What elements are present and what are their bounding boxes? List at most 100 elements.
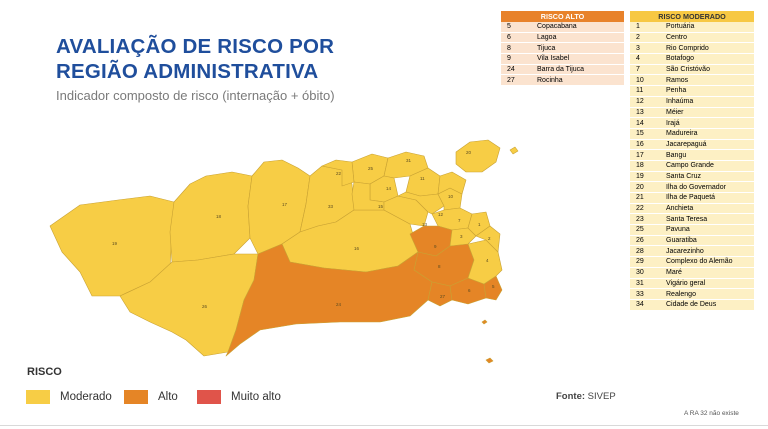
ra-name: Anchieta: [664, 203, 754, 215]
ra-number: 7: [630, 64, 664, 76]
table-row: 7 São Cristóvão: [630, 64, 754, 76]
table-row: 19 Santa Cruz: [630, 171, 754, 183]
ra-name: Rocinha: [535, 74, 624, 87]
ra-name: São Cristóvão: [664, 64, 754, 76]
table-row: 1 Portuária: [630, 22, 754, 33]
region-2-centro[interactable]: [475, 225, 501, 253]
map-label: 2: [488, 236, 491, 241]
legend-item-moderado: Moderado: [26, 390, 112, 404]
ra-number: 30: [630, 267, 664, 279]
map-label: 15: [378, 204, 384, 209]
ra-number: 13: [630, 107, 664, 119]
risco-moderado-table: RISCO MODERADO 1 Portuária 2 Centro 3 Rio C…: [630, 11, 754, 311]
ra-name: Irajá: [664, 117, 754, 129]
table-row: 18 Campo Grande: [630, 160, 754, 172]
ra-number: 14: [630, 117, 664, 129]
region-24-barra-da-tijuca[interactable]: [225, 243, 433, 357]
ra-name: Vila Isabel: [535, 53, 624, 65]
ra-name: Ramos: [664, 74, 754, 87]
ra-number: 12: [630, 96, 664, 108]
ra-number: 34: [630, 299, 664, 311]
table-row: 9 Vila Isabel: [501, 53, 624, 65]
ra-name: Portuária: [664, 22, 754, 33]
region-20-ilha-do-governador[interactable]: [455, 139, 501, 173]
ra-name: Ilha do Governador: [664, 181, 754, 193]
table-row: 23 Santa Teresa: [630, 213, 754, 226]
map-label: 26: [202, 304, 208, 309]
source-credit: Fonte: SIVEP: [556, 391, 616, 402]
ra-name: Jacarepaguá: [664, 139, 754, 151]
table-row: 31 Vigário geral: [630, 278, 754, 290]
legend-item-alto: Alto: [124, 390, 178, 404]
ra-number: 11: [630, 85, 664, 97]
ra-number: 23: [630, 213, 664, 226]
table-row: 26 Guaratiba: [630, 235, 754, 247]
region-maré[interactable]: [437, 171, 467, 195]
map-label: 31: [406, 158, 412, 163]
ra-name: Madureira: [664, 128, 754, 140]
table-row: 16 Jacarepaguá: [630, 139, 754, 151]
map-label: 8: [438, 264, 441, 269]
map-label: 10: [448, 194, 454, 199]
ra-number: 24: [501, 64, 535, 76]
ra-name: Centro: [664, 32, 754, 44]
ra-number: 19: [630, 171, 664, 183]
island: [509, 146, 519, 155]
ra-name: Complexo do Alemão: [664, 256, 754, 268]
map-label: 18: [216, 214, 222, 219]
table-row: 33 Realengo: [630, 288, 754, 300]
region-3-rio-comprido[interactable]: [449, 227, 477, 247]
footnote: A RA 32 não existe: [684, 410, 739, 417]
map-label: 24: [336, 302, 342, 307]
table-row: 29 Complexo do Alemão: [630, 256, 754, 268]
map-label: 14: [386, 186, 392, 191]
ra-number: 3: [630, 42, 664, 55]
map-label: 22: [336, 171, 342, 176]
ra-number: 4: [630, 53, 664, 65]
source-value: SIVEP: [587, 391, 616, 402]
map-label: 1: [478, 222, 481, 227]
table-row: 11 Penha: [630, 85, 754, 97]
ra-name: Pavuna: [664, 224, 754, 236]
divider: [0, 425, 768, 426]
map-label: 3: [460, 234, 463, 239]
map-label: 12: [438, 212, 444, 217]
ra-name: Santa Teresa: [664, 213, 754, 226]
map-label: 6: [468, 288, 471, 293]
page-title: AVALIAÇÃO DE RISCO POR REGIÃO ADMINISTRA…: [56, 34, 334, 84]
ra-name: Santa Cruz: [664, 171, 754, 183]
ra-name: Ilha de Paquetá: [664, 192, 754, 204]
table-row: 25 Pavuna: [630, 224, 754, 236]
ra-number: 15: [630, 128, 664, 140]
ra-number: 8: [501, 42, 535, 55]
table-row: 17 Bangu: [630, 149, 754, 161]
legend-label: Moderado: [60, 391, 112, 403]
ra-name: Inhaúma: [664, 96, 754, 108]
map-label: 11: [420, 176, 425, 181]
title-line-2: REGIÃO ADMINISTRATIVA: [56, 60, 319, 83]
table-row: 12 Inhaúma: [630, 96, 754, 108]
table-row: 8 Tijuca: [501, 42, 624, 55]
map-label: 9: [434, 244, 437, 249]
table-row: 22 Anchieta: [630, 203, 754, 215]
table-row: 15 Madureira: [630, 128, 754, 140]
table-row: 24 Barra da Tijuca: [501, 64, 624, 76]
table-row: 28 Jacarezinho: [630, 245, 754, 258]
table-row: 13 Méier: [630, 107, 754, 119]
ra-number: 16: [630, 139, 664, 151]
ra-name: Penha: [664, 85, 754, 97]
ra-number: 1: [630, 22, 664, 33]
map-label: 33: [328, 204, 334, 209]
ra-name: Tijuca: [535, 42, 624, 55]
ra-name: Méier: [664, 107, 754, 119]
ra-name: Copacabana: [535, 22, 624, 33]
title-line-1: AVALIAÇÃO DE RISCO POR: [56, 35, 335, 58]
ra-name: Realengo: [664, 288, 754, 300]
source-label: Fonte:: [556, 391, 586, 402]
ra-number: 26: [630, 235, 664, 247]
ra-name: Lagoa: [535, 32, 624, 44]
region-18-campo-grande[interactable]: [169, 171, 253, 263]
legend-swatch-muito-alto: [197, 390, 221, 404]
